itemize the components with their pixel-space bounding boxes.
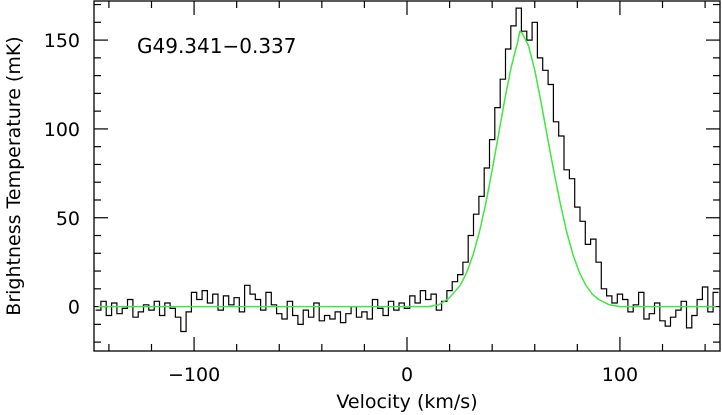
y-tick-label: 150 [44, 30, 80, 52]
y-tick-label: 100 [44, 119, 80, 141]
y-axis-label: Brightness Temperature (mK) [3, 36, 25, 315]
x-tick-label: 0 [401, 364, 413, 386]
axis-ticks [94, 1, 720, 351]
x-tick-label: 100 [602, 364, 638, 386]
source-name-annotation: G49.341−0.337 [137, 34, 297, 58]
x-tick-label: −100 [168, 364, 220, 386]
y-tick-label: 50 [56, 208, 80, 230]
x-axis-label: Velocity (km/s) [336, 391, 477, 413]
gaussian-fit-line [98, 30, 716, 308]
observed-spectrum-line [95, 7, 719, 333]
series-layer [95, 7, 719, 333]
axis-tick-labels: −100 0 100 0 50 100 150 [44, 30, 638, 386]
y-tick-label: 0 [68, 297, 80, 319]
